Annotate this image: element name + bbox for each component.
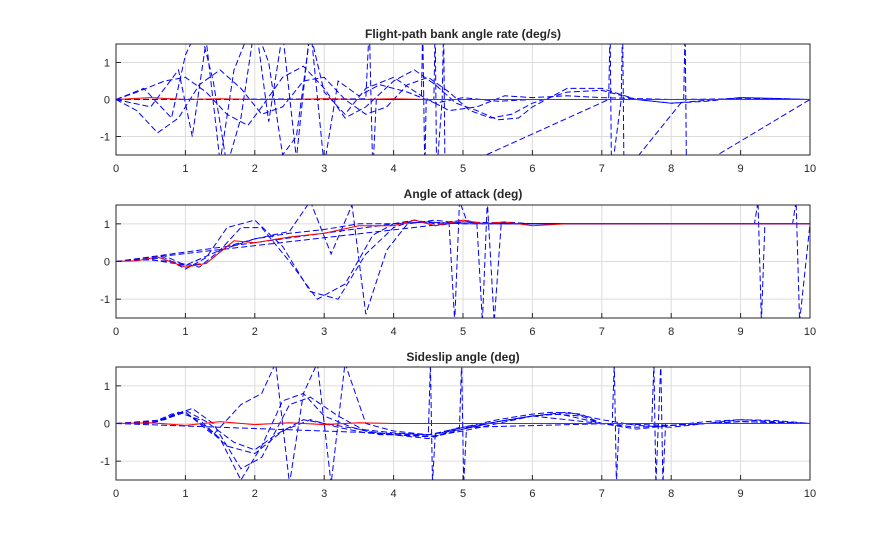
x-tick-label: 4: [391, 326, 397, 338]
x-tick-label: 10: [804, 488, 816, 500]
x-tick-label: 6: [529, 326, 535, 338]
x-tick-label: 10: [804, 163, 816, 175]
x-tick-label: 1: [182, 326, 188, 338]
sample-series-line: [116, 69, 810, 134]
bank-rate-panel: Flight-path bank angle rate (deg/s) 0 1 2 3…: [100, 27, 816, 175]
panel-title: Angle of attack (deg): [404, 187, 523, 201]
x-tick-label: 1: [182, 488, 188, 500]
x-tick-label: 5: [460, 326, 466, 338]
sample-series-line: [116, 409, 810, 451]
y-tick-label: -1: [100, 132, 110, 144]
x-tick-label: 2: [252, 326, 258, 338]
plot-area: [116, 44, 810, 155]
sample-series-line: [116, 44, 810, 155]
plot-area: [116, 205, 810, 318]
y-tick-label: 0: [104, 419, 110, 431]
reference-series-line: [116, 97, 810, 101]
x-tick-label: 1: [182, 163, 188, 175]
x-tick-label: 2: [252, 488, 258, 500]
sample-series-line: [116, 367, 810, 480]
x-tick-label: 3: [321, 488, 327, 500]
x-tick-label: 10: [804, 326, 816, 338]
x-tick-label: 7: [599, 488, 605, 500]
sample-series-line: [116, 44, 810, 155]
x-tick-label: 6: [529, 163, 535, 175]
y-tick-label: -1: [100, 456, 110, 468]
x-tick-label: 8: [668, 488, 674, 500]
x-tick-label: 5: [460, 488, 466, 500]
x-tick-label: 3: [321, 163, 327, 175]
x-tick-label: 0: [113, 326, 119, 338]
sample-series-line: [116, 221, 810, 300]
y-tick-label: 1: [104, 219, 110, 231]
sample-series-line: [116, 392, 810, 480]
panel-title: Flight-path bank angle rate (deg/s): [365, 27, 561, 41]
y-tick-label: 1: [104, 58, 110, 70]
x-tick-label: 0: [113, 163, 119, 175]
x-tick-label: 8: [668, 326, 674, 338]
y-tick-label: 1: [104, 381, 110, 393]
reference-series-line: [116, 421, 810, 426]
sample-series-line: [116, 205, 810, 318]
x-tick-label: 3: [321, 326, 327, 338]
sample-series-line: [116, 396, 810, 470]
reference-series-line: [116, 219, 810, 268]
x-tick-label: 2: [252, 163, 258, 175]
sample-series-line: [116, 65, 810, 127]
x-tick-label: 9: [738, 488, 744, 500]
x-tick-label: 8: [668, 163, 674, 175]
y-tick-label: -1: [100, 294, 110, 306]
x-tick-label: 0: [113, 488, 119, 500]
y-tick-label: 0: [104, 95, 110, 107]
sample-series-line: [116, 44, 810, 155]
x-tick-label: 5: [460, 163, 466, 175]
panel-title: Sideslip angle (deg): [406, 350, 519, 364]
x-tick-label: 4: [391, 488, 397, 500]
x-tick-label: 7: [599, 326, 605, 338]
y-tick-label: 0: [104, 257, 110, 269]
x-tick-label: 6: [529, 488, 535, 500]
x-tick-label: 7: [599, 163, 605, 175]
x-tick-label: 9: [738, 163, 744, 175]
plot-area: [116, 367, 810, 480]
x-tick-label: 9: [738, 326, 744, 338]
x-tick-label: 4: [391, 163, 397, 175]
